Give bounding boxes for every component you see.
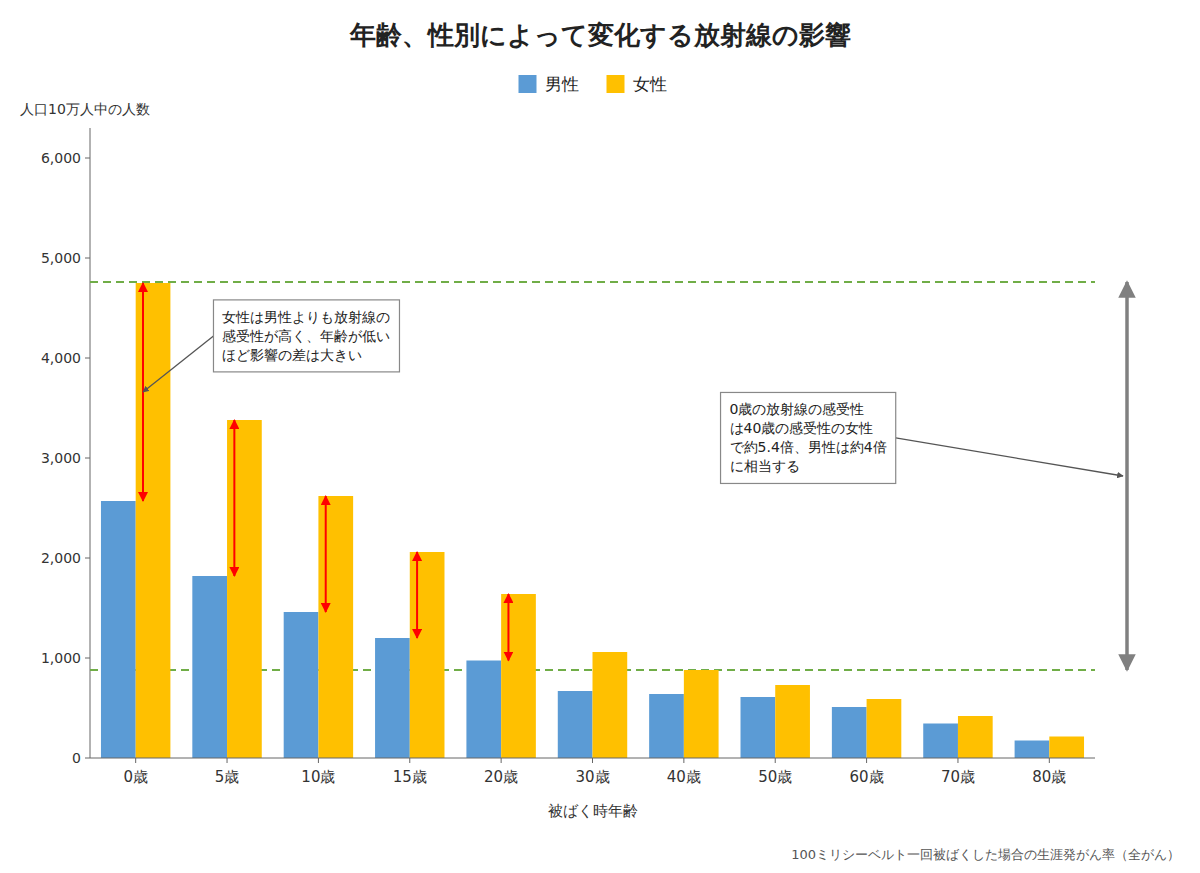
bar bbox=[775, 685, 810, 758]
x-tick bbox=[957, 758, 958, 763]
title: 年齢、性別によって変化する放射線の影響 bbox=[349, 20, 851, 50]
x-tick bbox=[318, 758, 319, 763]
y-tick bbox=[85, 558, 90, 559]
y-tick-label: 6,000 bbox=[41, 150, 81, 166]
y-axis-label: 人口10万人中の人数 bbox=[20, 101, 150, 117]
gap-arrows bbox=[143, 283, 508, 661]
x-tick bbox=[501, 758, 502, 763]
bar bbox=[1015, 741, 1050, 759]
y-tick-label: 0 bbox=[72, 750, 81, 766]
y-tick-label: 5,000 bbox=[41, 250, 81, 266]
x-tick bbox=[775, 758, 776, 763]
y-tick-label: 4,000 bbox=[41, 350, 81, 366]
annotation: 0歳の放射線の感受性は40歳の感受性の女性で約5.4倍、男性は約4倍に相当する bbox=[721, 392, 896, 483]
bar bbox=[923, 724, 958, 759]
footnote: 100ミリシーベルト一回被ばくした場合の生涯発がん率（全がん） bbox=[791, 847, 1180, 862]
background bbox=[0, 0, 1200, 873]
bar bbox=[684, 670, 719, 758]
x-tick bbox=[683, 758, 684, 763]
bar bbox=[593, 652, 628, 758]
annotation-box bbox=[721, 392, 896, 483]
x-axis-label: 被ばく時年齢 bbox=[548, 802, 638, 820]
annotation-line: 感受性が高く、年齢が低い bbox=[222, 328, 390, 344]
bar bbox=[375, 638, 410, 758]
x-tick-label: 20歳 bbox=[484, 768, 518, 786]
annotation-arrow bbox=[896, 438, 1123, 476]
bar bbox=[466, 661, 501, 759]
y-tick-label: 3,000 bbox=[41, 450, 81, 466]
gap-arrow bbox=[507, 594, 509, 661]
y-axis: 0 1,000 2,000 3,000 4,000 5,000 6,000 bbox=[41, 128, 90, 766]
reference-line bbox=[90, 281, 1095, 283]
x-tick-label: 5歳 bbox=[215, 768, 240, 786]
legend: 男性 女性 bbox=[519, 74, 667, 94]
bar bbox=[649, 694, 684, 758]
span-arrow bbox=[1125, 282, 1129, 670]
annotation-arrow bbox=[143, 336, 213, 392]
bar bbox=[284, 612, 319, 758]
x-tick bbox=[135, 758, 136, 763]
y-tick bbox=[85, 458, 90, 459]
bar bbox=[1049, 737, 1084, 759]
x-tick bbox=[409, 758, 410, 763]
y-tick bbox=[85, 658, 90, 659]
x-tick-label: 10歳 bbox=[301, 768, 335, 786]
x-axis: 0歳 5歳 10歳 15歳 20歳 30歳 40歳 50歳 60歳 70歳 80歳 bbox=[90, 758, 1095, 786]
gap-arrow bbox=[233, 420, 235, 576]
x-tick-label: 0歳 bbox=[123, 768, 148, 786]
annotation-line: 女性は男性よりも放射線の bbox=[222, 309, 390, 325]
bars bbox=[101, 283, 1084, 758]
bar bbox=[958, 716, 993, 758]
x-tick-label: 40歳 bbox=[667, 768, 701, 786]
annotation-text: 女性は男性よりも放射線の感受性が高く、年齢が低いほど影響の差は大きい bbox=[222, 309, 390, 363]
bar bbox=[192, 576, 227, 758]
y-tick-label: 1,000 bbox=[41, 650, 81, 666]
x-tick-label: 60歳 bbox=[850, 768, 884, 786]
legend-swatch bbox=[607, 75, 625, 93]
annotation-line: に相当する bbox=[730, 458, 800, 474]
legend-swatch bbox=[519, 75, 537, 93]
annotation-box bbox=[213, 300, 399, 372]
x-tick-label: 30歳 bbox=[575, 768, 609, 786]
x-tick bbox=[866, 758, 867, 763]
annotation-line: で約5.4倍、男性は約4倍 bbox=[730, 439, 887, 455]
bar bbox=[101, 501, 136, 758]
gap-arrow bbox=[325, 496, 327, 612]
y-tick bbox=[85, 258, 90, 259]
bar bbox=[501, 594, 536, 758]
y-axis-line bbox=[90, 128, 91, 758]
x-tick bbox=[1049, 758, 1050, 763]
annotation-line: ほど影響の差は大きい bbox=[222, 347, 362, 363]
bar bbox=[136, 283, 171, 758]
y-tick-label: 2,000 bbox=[41, 550, 81, 566]
x-tick-label: 15歳 bbox=[393, 768, 427, 786]
x-tick-label: 50歳 bbox=[758, 768, 792, 786]
x-tick bbox=[227, 758, 228, 763]
bar bbox=[318, 496, 353, 758]
x-tick bbox=[592, 758, 593, 763]
annotation-text: 0歳の放射線の感受性は40歳の感受性の女性で約5.4倍、男性は約4倍に相当する bbox=[730, 401, 887, 474]
bar bbox=[867, 699, 902, 758]
y-tick bbox=[85, 758, 90, 759]
annotations: 女性は男性よりも放射線の感受性が高く、年齢が低いほど影響の差は大きい 0歳の放射線… bbox=[143, 300, 1123, 484]
annotation-line: は40歳の感受性の女性 bbox=[730, 420, 874, 436]
bar bbox=[741, 697, 776, 758]
legend-label: 男性 bbox=[545, 74, 579, 94]
bar bbox=[410, 552, 445, 758]
bar bbox=[832, 707, 867, 758]
bar bbox=[227, 420, 262, 758]
y-tick bbox=[85, 158, 90, 159]
x-tick-label: 70歳 bbox=[941, 768, 975, 786]
gap-arrow bbox=[416, 552, 418, 638]
annotation: 女性は男性よりも放射線の感受性が高く、年齢が低いほど影響の差は大きい bbox=[213, 300, 399, 372]
y-tick bbox=[85, 358, 90, 359]
x-tick-label: 80歳 bbox=[1032, 768, 1066, 786]
legend-label: 女性 bbox=[633, 74, 667, 94]
annotation-line: 0歳の放射線の感受性 bbox=[730, 401, 865, 417]
bar bbox=[558, 691, 593, 758]
chart: 年齢、性別によって変化する放射線の影響人口10万人中の人数 0 1,000 2,000… bbox=[0, 0, 1200, 873]
